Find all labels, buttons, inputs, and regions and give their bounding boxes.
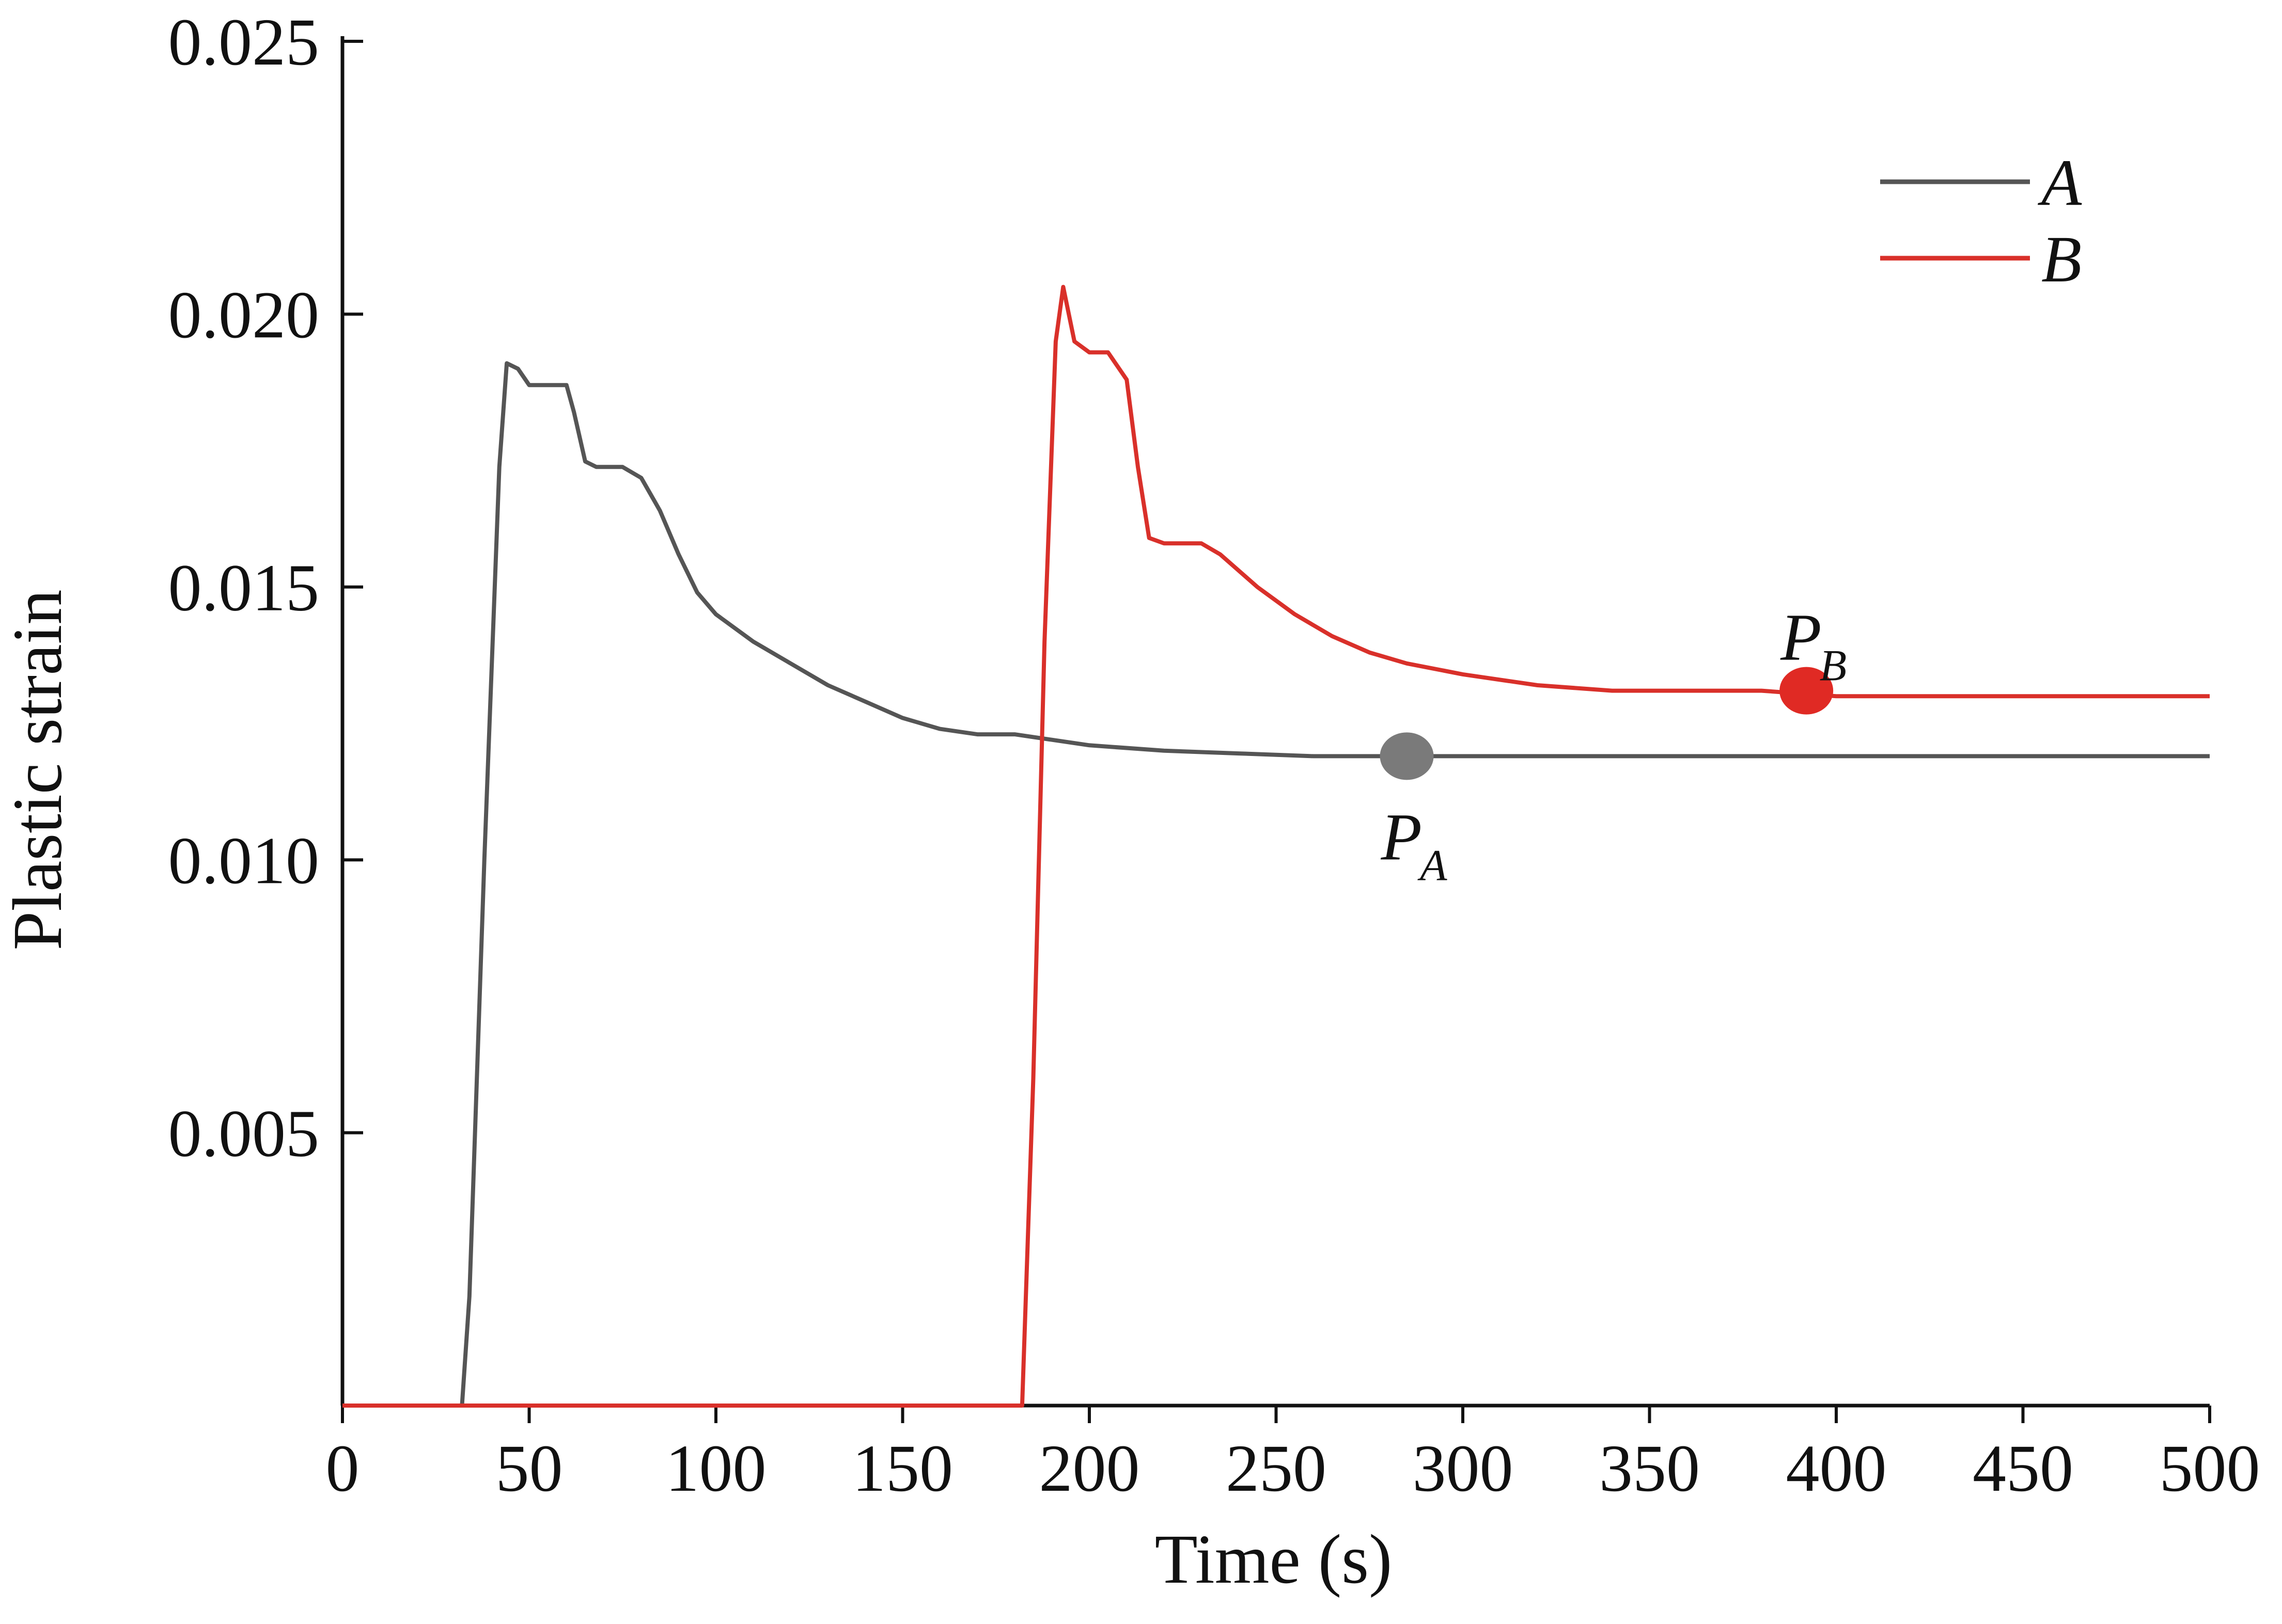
x-tick-label: 300 [1413,1431,1513,1506]
legend: AB [1880,146,2082,296]
y-tick-label: 0.025 [168,5,320,80]
legend-label-a: A [2038,146,2082,219]
y-tick-label: 0.005 [168,1097,320,1171]
series-line-b [342,285,2210,1408]
x-tick-label: 150 [852,1431,953,1506]
y-axis-title: Plastic strain [0,590,76,951]
point-label-a: PA [1381,800,1447,890]
y-tick-label: 0.015 [168,551,320,625]
x-tick-label: 50 [496,1431,563,1506]
legend-label-b: B [2041,223,2082,296]
x-tick-label: 500 [2160,1431,2260,1506]
point-marker-a [1380,732,1434,780]
x-tick-label: 400 [1786,1431,1887,1506]
y-tick-label: 0.020 [168,278,320,352]
point-label-b: PB [1780,601,1847,690]
x-tick-label: 250 [1226,1431,1326,1506]
x-tick-label: 100 [666,1431,767,1506]
point-marker-b [1779,667,1834,715]
series-line-a [342,361,2210,1408]
x-tick-label: 450 [1973,1431,2073,1506]
x-axis-title: Time (s) [1155,1521,1393,1598]
series-layer [342,285,2210,1408]
axes: 0 50 100 150 200 250 300 350 400 450 500 0.005 0.010… [168,5,2260,1506]
x-tick-label: 200 [1039,1431,1140,1506]
y-tick-label: 0.010 [168,824,320,898]
x-tick-label: 350 [1599,1431,1700,1506]
x-tick-label: 0 [326,1431,360,1506]
marker-layer: PA PB [1380,601,1847,890]
